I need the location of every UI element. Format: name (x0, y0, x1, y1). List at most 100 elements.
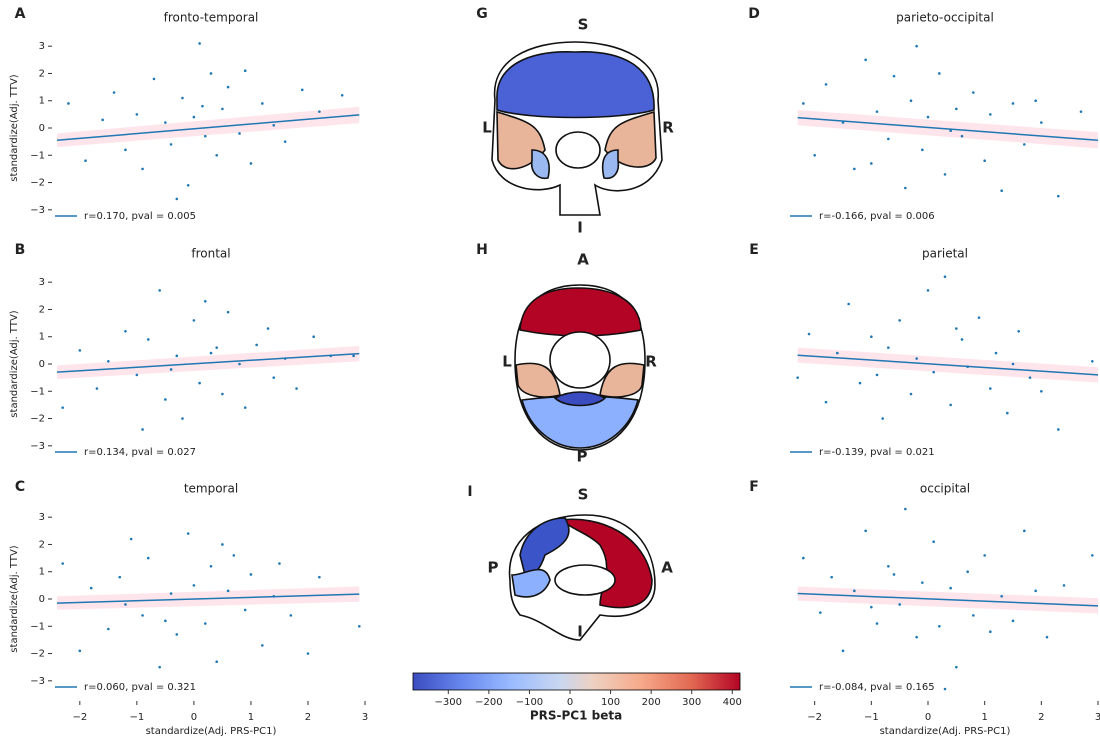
point (203, 299, 207, 303)
point (203, 134, 207, 138)
panel-title: parieto-occipital (896, 11, 994, 25)
point (949, 403, 952, 407)
point (243, 406, 247, 409)
y-tick-label: 1 (39, 567, 45, 578)
legend-label: r=0.134, pval = 0.027 (84, 447, 196, 458)
y-tick-label: −3 (30, 676, 45, 687)
colorbar-tick-label: 300 (682, 697, 701, 708)
panel-letter: F (749, 479, 759, 495)
point (107, 359, 110, 363)
point (915, 635, 918, 639)
point (278, 562, 281, 565)
point (152, 77, 156, 81)
point (203, 622, 207, 625)
colorbar-tick-label: 0 (567, 697, 573, 708)
fit-line (797, 592, 1099, 607)
point (864, 529, 867, 533)
point (112, 91, 116, 94)
colorbar-tick-label: 200 (642, 697, 661, 708)
point (943, 687, 947, 691)
orientation-label: S (578, 16, 589, 34)
legend-label: r=-0.084, pval = 0.165 (819, 682, 935, 693)
point (1057, 428, 1060, 431)
point (141, 167, 144, 171)
x-tick-label: −1 (864, 712, 879, 723)
orientation-label: S (578, 486, 589, 504)
legend-label: r=0.170, pval = 0.005 (84, 211, 196, 222)
y-tick-label: −3 (30, 205, 45, 216)
point (192, 319, 196, 322)
panel-title: frontal (191, 247, 230, 261)
point (146, 556, 150, 560)
point (272, 123, 276, 127)
brain-coronal (491, 41, 663, 216)
point (124, 603, 127, 606)
y-tick-label: −2 (30, 178, 45, 189)
point (249, 162, 253, 165)
point (875, 622, 879, 625)
point (209, 72, 213, 75)
point (841, 121, 845, 124)
point (118, 575, 122, 579)
y-axis-label: standardize(Adj. TTV) (9, 310, 20, 417)
point (135, 113, 139, 116)
point (67, 102, 70, 105)
point (272, 376, 276, 379)
legend-label: r=0.060, pval = 0.321 (84, 682, 196, 693)
point (807, 332, 811, 336)
point (175, 197, 179, 201)
point (215, 153, 219, 157)
point (1079, 110, 1083, 113)
point (938, 72, 941, 75)
point (192, 115, 196, 119)
point (1023, 529, 1026, 533)
x-tick-label: 2 (305, 712, 311, 723)
orientation-label: R (645, 353, 657, 371)
point (289, 614, 293, 617)
panel-title: temporal (184, 482, 238, 496)
point (232, 554, 236, 557)
point (78, 649, 82, 653)
point (181, 417, 184, 420)
point (89, 586, 93, 590)
orientation-label: A (661, 559, 673, 577)
point (1028, 376, 1032, 379)
point (1000, 189, 1003, 193)
point (909, 392, 913, 396)
point (943, 275, 947, 279)
point (283, 140, 287, 143)
y-tick-label: −1 (30, 386, 45, 397)
point (813, 153, 816, 157)
y-axis-label: standardize(Adj. TTV) (9, 545, 20, 652)
point (949, 586, 952, 590)
x-tick-label: −2 (72, 712, 87, 723)
x-tick-label: 0 (191, 712, 197, 723)
point (824, 400, 828, 404)
point (875, 110, 879, 113)
orientation-label: P (577, 448, 588, 466)
point (226, 310, 230, 314)
point (215, 660, 219, 664)
point (261, 644, 264, 647)
point (61, 406, 65, 409)
point (129, 537, 133, 541)
point (169, 592, 173, 595)
point (949, 129, 952, 133)
point (881, 417, 884, 420)
point (853, 167, 856, 171)
point (318, 575, 321, 579)
point (994, 351, 998, 355)
point (181, 96, 184, 100)
x-tick-label: 3 (362, 712, 368, 723)
point (1091, 359, 1094, 363)
point (989, 113, 992, 116)
point (977, 316, 981, 319)
y-tick-label: −3 (30, 441, 45, 452)
point (1011, 619, 1015, 623)
orientation-label: L (502, 353, 512, 371)
point (175, 633, 179, 636)
point (1017, 329, 1020, 333)
point (306, 652, 310, 655)
fit-line (56, 352, 360, 373)
panel-title: parietal (922, 247, 968, 261)
